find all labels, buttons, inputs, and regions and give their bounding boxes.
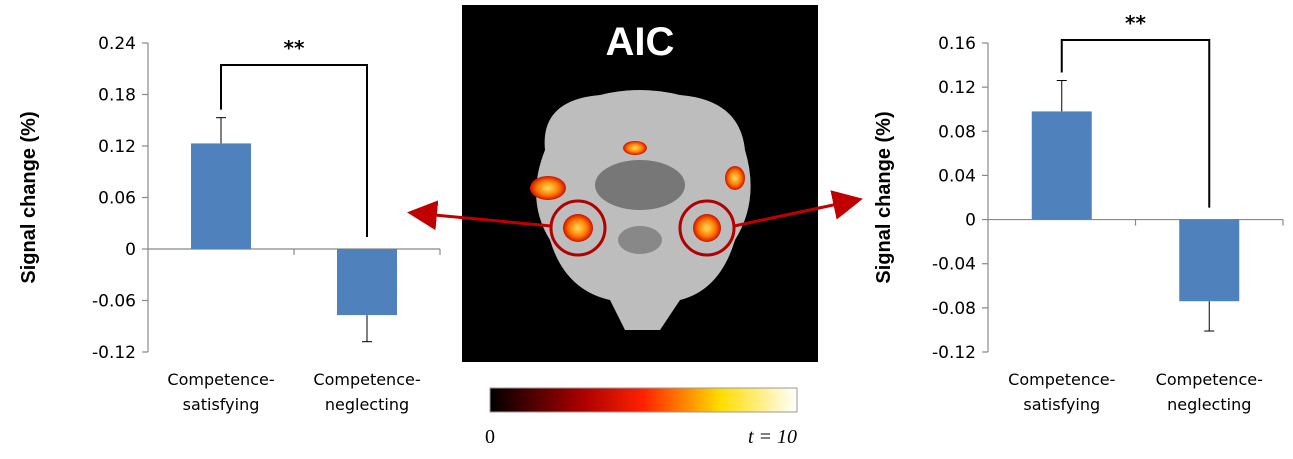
y-axis-label: Signal change (%) [873, 111, 895, 283]
y-tick-label: 0 [965, 211, 976, 231]
y-tick-label: -0.06 [92, 292, 136, 312]
y-tick-label: 0.16 [938, 34, 976, 54]
colorbar-label: 0 [485, 426, 495, 448]
y-tick-label: 0.12 [98, 137, 136, 157]
y-axis-label: Signal change (%) [18, 111, 40, 283]
bar [337, 249, 397, 315]
y-tick-label: 0.04 [938, 166, 976, 186]
y-tick-label: 0 [125, 240, 136, 260]
significance-label: ** [284, 36, 305, 60]
y-tick-label: -0.12 [92, 343, 136, 363]
y-tick-label: 0.06 [98, 189, 136, 209]
x-tick-label: Competence-neglecting [1156, 370, 1263, 414]
bar [1032, 111, 1092, 219]
y-tick-label: -0.12 [932, 343, 976, 363]
significance-label: ** [1125, 11, 1146, 35]
bar [191, 143, 251, 249]
brain-image: AIC [413, 5, 857, 412]
figure: AIC 0 t = 10 -0.12 -0.06 0 0.06 0.12 0.18 0.24 Si… [0, 0, 1293, 455]
colorbar [490, 388, 797, 412]
bar [1179, 220, 1239, 302]
y-tick-label: -0.04 [932, 255, 976, 275]
y-tick-label: 0.08 [938, 122, 976, 142]
y-tick-label: 0.18 [98, 86, 136, 106]
y-tick-label: 0.24 [98, 34, 136, 54]
colorbar-label: t = 10 [748, 426, 797, 448]
image-title: AIC [606, 20, 675, 64]
y-tick-label: -0.08 [932, 299, 976, 319]
x-tick-label: Competence-satisfying [1008, 370, 1115, 414]
y-tick-label: 0.12 [938, 78, 976, 98]
x-tick-label: Competence-neglecting [313, 370, 420, 414]
x-tick-label: Competence-satisfying [167, 370, 274, 414]
